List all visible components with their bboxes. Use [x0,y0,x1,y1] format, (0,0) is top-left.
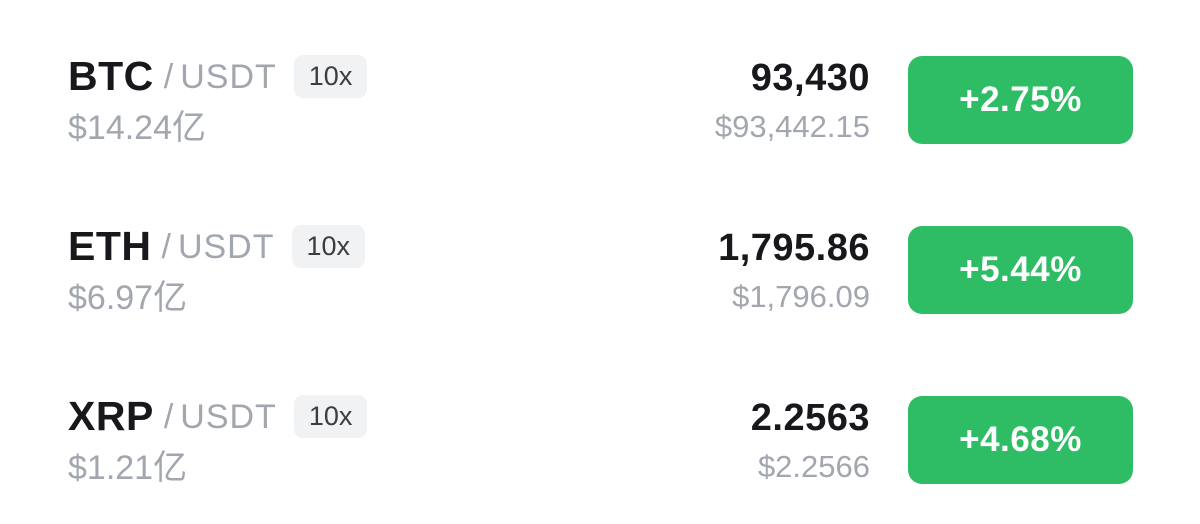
fiat-price: $1,796.09 [732,278,870,314]
pair-separator: / [163,57,174,96]
last-price: 1,795.86 [718,226,870,269]
pair-column: XRP / USDT 10x $1.21亿 [68,395,751,485]
leverage-chip: 10x [291,225,366,268]
leverage-chip: 10x [293,395,368,438]
price-column: 93,430 $93,442.15 [715,59,870,142]
last-price: 2.2563 [750,396,870,439]
volume-24h: $1.21亿 [68,449,188,487]
price-column: 1,795.86 $1,796.09 [718,229,870,312]
last-price: 93,430 [750,56,870,99]
pair-name: XRP / USDT 10x [68,395,751,438]
fiat-price: $93,442.15 [714,108,870,144]
pair-column: BTC / USDT 10x $14.24亿 [68,55,715,145]
market-row-btc-usdt[interactable]: BTC / USDT 10x $14.24亿 93,430 $93,442.15… [68,15,1133,185]
pair-separator: / [163,397,174,436]
leverage-chip: 10x [293,55,368,98]
pair-name: ETH / USDT 10x [68,225,718,268]
fiat-price: $2.2566 [757,448,870,484]
base-asset-label: BTC [68,53,154,99]
base-asset-label: XRP [68,393,154,439]
price-column: 2.2563 $2.2566 [751,399,870,482]
pair-name: BTC / USDT 10x [68,55,715,98]
change-percent-badge[interactable]: +4.68% [908,396,1133,484]
volume-24h: $14.24亿 [68,109,206,147]
change-percent-badge[interactable]: +2.75% [908,56,1133,144]
quote-asset-label: USDT [180,57,277,96]
pair-separator: / [161,227,171,266]
quote-asset-label: USDT [177,227,275,266]
base-asset-label: ETH [68,223,152,269]
quote-asset-label: USDT [180,397,277,436]
volume-24h: $6.97亿 [68,279,188,317]
change-percent-badge[interactable]: +5.44% [908,226,1133,314]
market-row-eth-usdt[interactable]: ETH / USDT 10x $6.97亿 1,795.86 $1,796.09… [68,185,1133,355]
pair-column: ETH / USDT 10x $6.97亿 [68,225,718,315]
market-row-xrp-usdt[interactable]: XRP / USDT 10x $1.21亿 2.2563 $2.2566 +4.… [68,355,1133,524]
